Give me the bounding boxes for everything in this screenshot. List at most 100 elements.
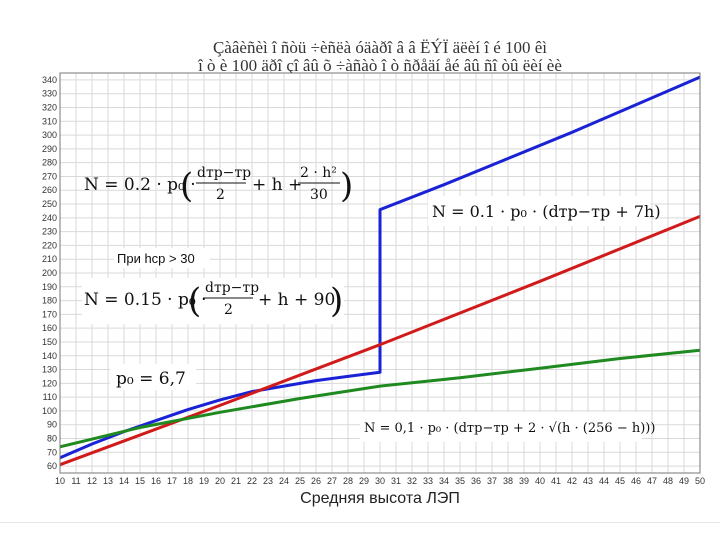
y-tick-label: 290: [42, 144, 57, 154]
plot-frame: [59, 72, 701, 474]
x-tick-label: 43: [583, 476, 593, 486]
formula-2: N = 0.1 · p₀ · (dтр−тр + 7h): [428, 196, 661, 226]
formula-2-text: N = 0.1 · p₀ · (dтр−тр + 7h): [432, 202, 661, 221]
x-tick-label: 32: [407, 476, 417, 486]
x-tick-label: 13: [103, 476, 113, 486]
formula-1-den: 2: [216, 187, 225, 203]
formula-1-lhs: N = 0.2 · p₀ ·: [84, 175, 196, 195]
formula-4-bg: [360, 412, 642, 442]
x-tick-label: 15: [135, 476, 145, 486]
x-tick-label: 24: [279, 476, 289, 486]
formula-1-num: dтр−тр: [197, 165, 251, 181]
x-tick-label: 37: [487, 476, 497, 486]
x-tick-label: 38: [503, 476, 513, 486]
x-tick-label: 39: [519, 476, 529, 486]
x-tick-label: 11: [71, 476, 80, 486]
y-tick-label: 260: [42, 185, 57, 195]
x-tick-label: 48: [663, 476, 673, 486]
p0-text: p₀ = 6,7: [116, 369, 186, 389]
x-axis-label: Средняя высота ЛЭП: [300, 490, 460, 507]
chart-title-line-1: Çàâèñèì î ñòü ÷èñëà óäàðî â â ËÝÏ äëèí î…: [212, 38, 548, 57]
series-line-2: [59, 215, 701, 467]
y-tick-label: 180: [42, 296, 57, 306]
y-tick-labels: 60 70 80 90 100 110 120 130 140 150 160 170 180 190 20…: [42, 75, 57, 471]
x-tick-label: 27: [327, 476, 337, 486]
y-tick-label: 320: [42, 102, 57, 112]
formula-1-den2: 30: [310, 187, 328, 203]
x-tick-label: 21: [231, 476, 241, 486]
y-tick-label: 230: [42, 227, 57, 237]
formula-1-paren-close: ): [340, 166, 353, 206]
x-tick-label: 44: [599, 476, 609, 486]
y-tick-label: 70: [47, 447, 57, 457]
x-tick-label: 46: [631, 476, 641, 486]
formula-3-paren-close: ): [330, 281, 343, 321]
y-tick-label: 130: [42, 365, 57, 375]
y-tick-label: 90: [47, 420, 57, 430]
x-tick-label: 26: [311, 476, 321, 486]
y-tick-label: 60: [47, 461, 57, 471]
condition-label: При hср > 30: [117, 251, 195, 266]
x-tick-label: 28: [343, 476, 353, 486]
y-tick-label: 150: [42, 337, 57, 347]
y-tick-label: 120: [42, 378, 57, 388]
x-tick-label: 14: [119, 476, 129, 486]
formula-1: N = 0.2 · p₀ · ( dтр−тр 2 + h + 2 · h² 3…: [84, 165, 353, 206]
formula-3-tail: + h + 90: [258, 290, 335, 310]
y-tick-label: 210: [42, 254, 57, 264]
y-tick-label: 270: [42, 171, 57, 181]
x-tick-label: 35: [455, 476, 465, 486]
x-tick-label: 22: [247, 476, 257, 486]
x-tick-label: 50: [695, 476, 705, 486]
y-tick-label: 300: [42, 130, 57, 140]
x-tick-labels: 10 11 12 13 14 15 16 17 18 19 20 21 22 23 24 25 26 27 28 29…: [55, 476, 705, 486]
y-tick-label: 160: [42, 323, 57, 333]
x-tick-label: 10: [55, 476, 65, 486]
x-tick-label: 33: [423, 476, 433, 486]
y-tick-label: 200: [42, 268, 57, 278]
x-tick-label: 20: [215, 476, 225, 486]
y-tick-label: 140: [42, 351, 57, 361]
p0-annotation: p₀ = 6,7: [110, 364, 196, 390]
formula-2-bg: [428, 196, 650, 226]
formula-1-mid: + h +: [252, 175, 302, 195]
y-tick-label: 330: [42, 89, 57, 99]
x-tick-label: 36: [471, 476, 481, 486]
x-tick-label: 23: [263, 476, 273, 486]
chart-title-line-2: î ò è 100 äðî çî âû õ ÷àñàò î ò ñðåäí åé…: [198, 56, 562, 75]
formula-3-lhs: N = 0.15 · p₀ ·: [84, 290, 207, 310]
x-tick-label: 42: [567, 476, 577, 486]
x-tick-label: 34: [439, 476, 449, 486]
x-tick-label: 16: [151, 476, 161, 486]
formula-1-paren-open: (: [180, 166, 193, 206]
x-tick-label: 45: [615, 476, 625, 486]
condition-bg: [114, 248, 210, 268]
x-tick-label: 31: [391, 476, 401, 486]
y-tick-label: 250: [42, 199, 57, 209]
formula-3-den: 2: [224, 302, 233, 318]
y-tick-label: 310: [42, 116, 57, 126]
x-tick-label: 29: [359, 476, 369, 486]
y-tick-label: 190: [42, 282, 57, 292]
p0-bg: [110, 364, 196, 390]
x-tick-label: 40: [535, 476, 545, 486]
y-tick-label: 110: [43, 392, 57, 402]
x-tick-label: 17: [167, 476, 177, 486]
x-tick-label: 41: [551, 476, 561, 486]
x-tick-label: 25: [295, 476, 305, 486]
y-tick-label: 340: [42, 75, 57, 85]
formula-4-text: N = 0,1 · p₀ · (dтр−тр + 2 · √(h · (256 …: [364, 421, 655, 436]
formula-3-bg: [82, 278, 344, 324]
x-tick-label: 12: [87, 476, 97, 486]
series-line-1: [59, 75, 701, 460]
x-tick-label: 30: [375, 476, 385, 486]
formula-4: N = 0,1 · p₀ · (dтр−тр + 2 · √(h · (256 …: [360, 412, 655, 442]
series-lines: [59, 75, 701, 467]
y-tick-label: 220: [42, 240, 57, 250]
y-tick-label: 280: [42, 158, 57, 168]
bottom-divider: [0, 522, 720, 523]
formula-3-num: dтр−тр: [205, 280, 259, 296]
x-tick-label: 49: [679, 476, 689, 486]
y-tick-label: 240: [42, 213, 57, 223]
